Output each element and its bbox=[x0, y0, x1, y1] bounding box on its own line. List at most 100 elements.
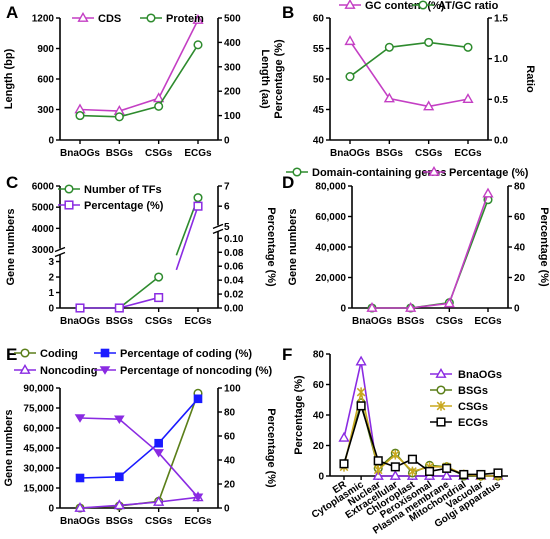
y-tick-label: 0 bbox=[340, 304, 346, 315]
data-point-er bbox=[339, 459, 349, 469]
y2-axis-label: Length (aa) bbox=[259, 49, 271, 109]
data-point-mitochondrial bbox=[459, 469, 469, 480]
y-tick-label: 60,000 bbox=[315, 212, 346, 223]
y-tick-label: 55 bbox=[313, 44, 325, 55]
x-tick-label: ECGs bbox=[184, 316, 212, 327]
data-point-extracellular bbox=[391, 449, 400, 460]
y2-tick-label: 80 bbox=[224, 408, 236, 419]
data-point-golgi-apparatus bbox=[493, 468, 503, 478]
data-point-csgs bbox=[443, 297, 455, 308]
series-line bbox=[343, 403, 499, 476]
x-tick-label: BSGs bbox=[376, 148, 404, 159]
y2-tick-label: 0.02 bbox=[224, 290, 244, 301]
panel-d: D 0 20,000 40,000 60,000 80,000 0 20 40 60 80 BnaOG… bbox=[282, 165, 550, 327]
series-at-gc-ratio bbox=[345, 37, 473, 82]
y2-tick-label: 0.10 bbox=[224, 234, 244, 245]
y2-tick-label: 500 bbox=[224, 14, 241, 25]
legend-marker bbox=[428, 165, 440, 176]
y2-tick-label: 0.08 bbox=[224, 248, 244, 259]
axis-break-gap bbox=[56, 248, 64, 255]
y2-tick-label: 0 bbox=[224, 136, 230, 147]
legend: BnaOGs BSGs CSGs ECGs bbox=[430, 367, 502, 429]
series-line bbox=[79, 398, 199, 479]
y-axis-label: Gene numbers bbox=[3, 409, 15, 486]
panel-f: F020406080ERCytoplasmicNuclearExtracellu… bbox=[282, 345, 508, 537]
data-point-nuclear bbox=[373, 456, 383, 466]
y2-tick-label: 40 bbox=[514, 243, 526, 254]
y2-tick-label: 20 bbox=[224, 480, 236, 491]
data-point-bnaogs bbox=[75, 303, 85, 313]
y-tick-label: 20,000 bbox=[315, 273, 346, 284]
legend: Number of TFs Percentage (%) bbox=[58, 184, 164, 212]
x-tick-label: BnaOGs bbox=[60, 516, 100, 527]
x-tick-label: BSGs bbox=[106, 516, 134, 527]
series-line bbox=[79, 19, 199, 112]
y2-tick-label: 60 bbox=[514, 212, 526, 223]
legend-marker bbox=[100, 348, 110, 358]
y-tick-label: 6000 bbox=[32, 182, 55, 193]
data-point-ecgs bbox=[192, 14, 204, 24]
legend-marker bbox=[20, 348, 30, 358]
axis-break-mark bbox=[54, 246, 66, 258]
legend-label: GC content (%) bbox=[365, 0, 445, 12]
y2-tick-label: 20 bbox=[514, 273, 526, 284]
legend-label: Number of TFs bbox=[84, 184, 162, 196]
y2-tick-label: 60 bbox=[224, 432, 236, 443]
legend-marker bbox=[99, 366, 111, 375]
data-point-csgs bbox=[153, 92, 165, 103]
x-tick-label: CSGs bbox=[436, 316, 464, 327]
data-point-csgs bbox=[154, 438, 163, 448]
data-point-bnaogs bbox=[366, 301, 378, 312]
data-point-bsgs bbox=[113, 499, 125, 510]
data-point-csgs bbox=[153, 449, 164, 458]
series-line bbox=[349, 40, 469, 108]
y2-tick-label: 7 bbox=[224, 182, 230, 193]
series-percentage bbox=[366, 187, 494, 312]
data-point-cytoplasmic bbox=[356, 401, 366, 411]
y2-tick-label: 40 bbox=[224, 456, 236, 467]
panel-a: A 0 300 600 900 1200 0 100 200 300 400 500 BnaOGs BSG… bbox=[3, 3, 271, 159]
data-point-bnaogs bbox=[74, 501, 86, 512]
x-tick-label: BnaOGs bbox=[352, 316, 392, 327]
y-tick-label: 15,000 bbox=[23, 484, 54, 495]
y-tick-label: 60,000 bbox=[23, 424, 54, 435]
legend-label: Coding bbox=[40, 348, 78, 360]
y2-tick-label: 80 bbox=[514, 182, 526, 193]
data-point-bsgs bbox=[114, 303, 124, 313]
legend-label: CDS bbox=[98, 13, 121, 25]
series-domain-containing-genes bbox=[367, 195, 493, 313]
data-point-er bbox=[338, 431, 350, 442]
data-point-ecgs bbox=[482, 187, 494, 198]
y-tick-label: 1 bbox=[48, 288, 54, 299]
x-tick-label: ECGs bbox=[184, 516, 212, 527]
data-point-bsgs bbox=[114, 415, 125, 424]
data-point-chloroplast bbox=[407, 454, 417, 464]
data-point-bnaogs bbox=[74, 414, 86, 423]
legend-label: Percentage of coding (%) bbox=[120, 348, 252, 360]
data-point-bnaogs bbox=[75, 473, 85, 483]
y-tick-label: 300 bbox=[37, 105, 54, 116]
y2-tick-label: 400 bbox=[224, 38, 241, 49]
legend-label: BnaOGs bbox=[458, 369, 502, 381]
legend-label: CSGs bbox=[458, 401, 488, 413]
data-point-nuclear bbox=[373, 465, 383, 475]
y2-tick-label: 6 bbox=[224, 202, 230, 213]
data-point-bsgs bbox=[405, 301, 417, 312]
y-tick-label: 5000 bbox=[32, 203, 55, 214]
x-tick-label: BSGs bbox=[106, 148, 134, 159]
legend-marker bbox=[19, 363, 31, 374]
x-tick-label: CSGs bbox=[145, 148, 173, 159]
x-tick-label: ECGs bbox=[454, 148, 482, 159]
x-tick-label: ECGs bbox=[474, 316, 502, 327]
data-point-ecgs bbox=[463, 42, 473, 52]
data-point-cytoplasmic bbox=[356, 387, 366, 397]
y2-tick-label: 0.06 bbox=[224, 262, 244, 273]
y-tick-label: 75,000 bbox=[23, 404, 54, 415]
data-point-ecgs bbox=[462, 93, 474, 104]
series-line bbox=[175, 205, 199, 271]
legend-label: Percentage (%) bbox=[84, 200, 164, 212]
y2-tick-label: 5 bbox=[224, 222, 230, 233]
y2-tick-label: 1.5 bbox=[494, 14, 508, 25]
